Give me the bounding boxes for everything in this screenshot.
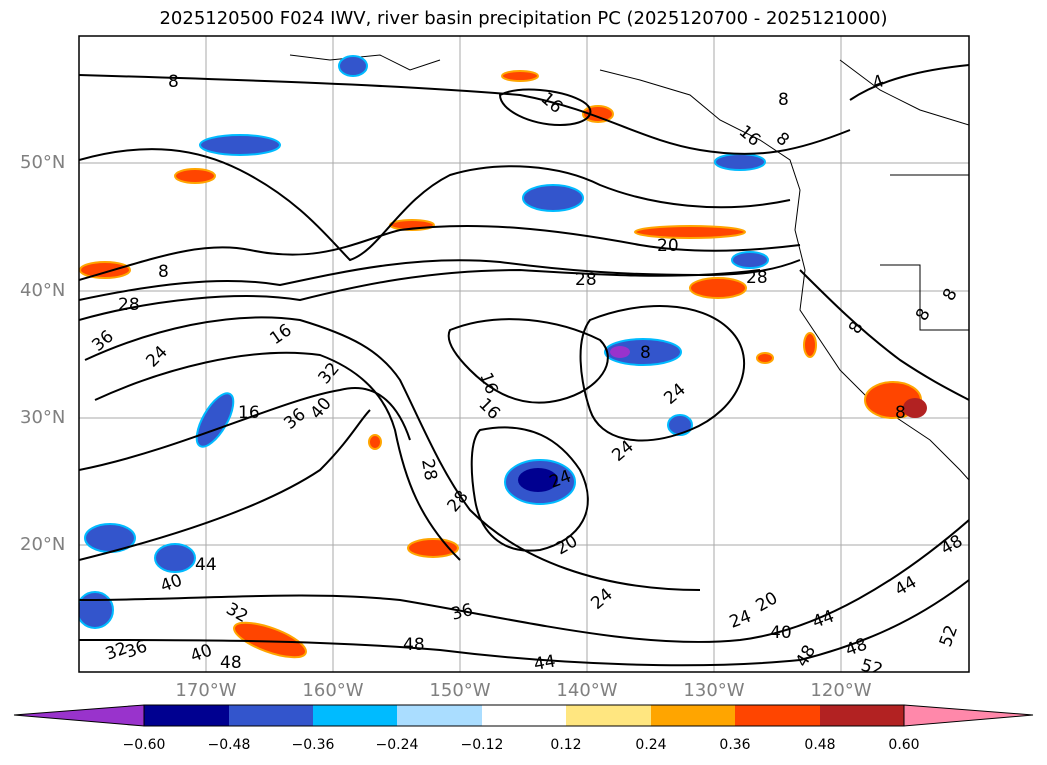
iwv-contours [79, 64, 969, 667]
neg-area-sw3 [79, 591, 114, 629]
colorbar-bin [313, 705, 397, 726]
colorbar-bin [735, 705, 820, 726]
neg-area-central [604, 338, 682, 366]
pos-area-mid2 [689, 277, 747, 299]
contour-label: 40 [770, 623, 792, 643]
colorbar-outline [143, 704, 905, 727]
pos-area-socal-core [903, 398, 927, 418]
contour-44 [79, 579, 969, 667]
coastline [289, 54, 969, 481]
colorbar-tick: −0.24 [375, 737, 419, 753]
colorbar-bin [144, 705, 229, 726]
neg-area-core [610, 346, 630, 358]
colorbar-tick: 0.48 [804, 737, 836, 753]
colorbar-tick: −0.12 [460, 737, 504, 753]
contour-label: 44 [532, 651, 557, 674]
pos-area-far-w [79, 261, 131, 279]
contour-28 [79, 268, 761, 321]
north-america-coast [599, 69, 969, 481]
colorbar-tick: −0.36 [291, 737, 335, 753]
neg-area-small [667, 414, 693, 436]
contour-40 [79, 409, 371, 561]
colorbar-tick: −0.48 [207, 737, 251, 753]
contour-label: 8 [640, 343, 651, 363]
colorbar-bin [482, 705, 566, 726]
map-title: 2025120500 F024 IWV, river basin precipi… [159, 8, 888, 29]
contour-8-north [79, 74, 851, 155]
contour-label: 20 [657, 236, 679, 256]
pos-area-n [501, 70, 539, 82]
lon-label-160w: 160°W [302, 680, 364, 701]
pos-area-mid [634, 225, 746, 239]
colorbar-extend-high [903, 704, 1034, 727]
colorbar-extend-low [13, 704, 145, 727]
lon-label-130w: 130°W [683, 680, 745, 701]
neg-area-central-n [522, 184, 584, 212]
contour-label: 44 [195, 555, 217, 575]
contour-label: 28 [118, 295, 140, 315]
contour-label: 28 [417, 457, 440, 482]
colorbar-bin [229, 705, 313, 726]
colorbar-tick: 0.12 [550, 737, 582, 753]
canada-interior [839, 59, 969, 126]
colorbar-bin [397, 705, 482, 726]
pos-area-w [174, 168, 216, 184]
lat-label-20n: 20°N [20, 534, 66, 555]
contour-36b [79, 387, 411, 471]
lat-label-30n: 30°N [20, 407, 66, 428]
colorbar-bin [651, 705, 735, 726]
contour-32 [84, 316, 701, 591]
colorbar-bin [820, 705, 904, 726]
contour-16 [79, 148, 791, 262]
contour-label: 48 [220, 653, 242, 673]
neg-area-aleutian-w [199, 134, 281, 156]
contour-40b [79, 519, 969, 643]
contour-coast [799, 269, 969, 401]
contour-16-n [498, 88, 592, 127]
graticule [79, 36, 969, 672]
lat-label-40n: 40°N [20, 280, 66, 301]
aleutian-coast [289, 54, 441, 71]
neg-area-sub-core [518, 468, 558, 492]
lon-label-150w: 150°W [429, 680, 491, 701]
colorbar-tick: 0.24 [635, 737, 667, 753]
lon-label-140w: 140°W [556, 680, 618, 701]
contour-16-closed [447, 318, 609, 404]
pos-area-sw [233, 621, 307, 659]
contour-label: 52 [859, 656, 885, 681]
contour-4 [849, 64, 969, 101]
contour-20 [79, 225, 801, 281]
colorbar-bin [566, 705, 651, 726]
contour-label: 8 [778, 90, 789, 110]
contour-24-closed [470, 426, 589, 552]
contour-36 [94, 351, 461, 561]
state-borders [880, 174, 969, 331]
contour-label: 8 [895, 403, 906, 423]
lon-label-170w: 170°W [175, 680, 237, 701]
lon-label-120w: 120°W [810, 680, 872, 701]
pos-area-small2 [368, 434, 382, 450]
neg-area-sw2 [154, 543, 196, 573]
lat-label-50n: 50°N [20, 152, 66, 173]
pos-area-small [756, 352, 774, 364]
contour-label: 8 [158, 262, 169, 282]
map-background [79, 36, 969, 672]
contour-label: 48 [403, 635, 425, 655]
contour-20-closed [579, 305, 746, 442]
neg-area-north [338, 55, 368, 77]
colorbar-tick: 0.60 [888, 737, 920, 753]
pos-area-coast [803, 332, 817, 358]
colorbar [13, 704, 1034, 727]
neg-area-bc [714, 153, 766, 171]
contour-label: 8 [168, 72, 179, 92]
map-frame [78, 35, 970, 673]
colorbar-tick: 0.36 [719, 737, 751, 753]
contour-label: 28 [575, 270, 597, 290]
contour-label: 16 [238, 403, 260, 423]
contour-label: 28 [746, 268, 768, 288]
colorbar-tick: −0.60 [122, 737, 166, 753]
neg-area-ca [731, 251, 769, 269]
pos-area-sub [407, 538, 459, 558]
